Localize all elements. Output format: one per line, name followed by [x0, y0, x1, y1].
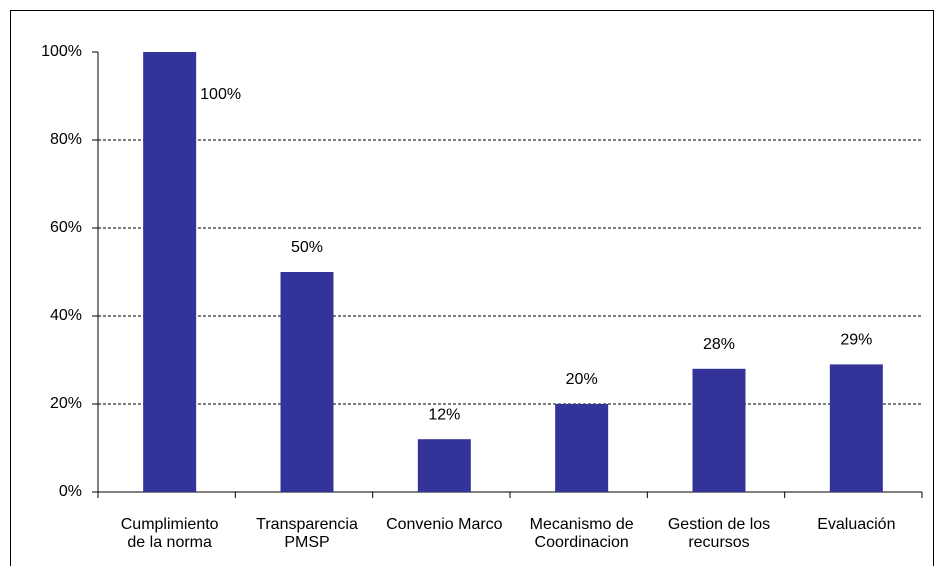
bar: [143, 52, 197, 492]
bar: [555, 404, 609, 492]
x-tick-label-line: Gestion de los: [668, 516, 770, 533]
bar: [692, 368, 746, 492]
x-tick-label: Evaluación: [817, 516, 895, 533]
x-tick-label: Cumplimiento de la norma: [121, 516, 219, 551]
value-label: 12%: [428, 406, 460, 423]
value-label: 50%: [291, 239, 323, 256]
bar: [417, 439, 471, 492]
x-tick-label-line: Evaluación: [817, 516, 895, 533]
chart-frame: [10, 10, 934, 566]
y-tick-label: 40%: [50, 307, 82, 324]
y-tick-label: 100%: [41, 43, 82, 60]
x-tick-label: Transparencia PMSP: [256, 516, 358, 551]
x-tick-label: Mecanismo de Coordinacion: [530, 516, 634, 551]
bar: [280, 272, 334, 492]
y-tick-label: 80%: [50, 131, 82, 148]
x-tick-label: Gestion de los recursos: [668, 516, 770, 551]
x-tick-label-line: recursos: [688, 534, 749, 551]
value-label: 100%: [200, 86, 241, 103]
x-tick-label-line: PMSP: [284, 534, 329, 551]
x-tick-label-line: Mecanismo de: [530, 516, 634, 533]
y-tick-label: 20%: [50, 395, 82, 412]
y-tick-label: 60%: [50, 219, 82, 236]
x-tick-label-line: Coordinacion: [535, 534, 629, 551]
value-label: 28%: [703, 336, 735, 353]
x-tick-label-line: de la norma: [127, 534, 212, 551]
y-tick-label: 0%: [59, 483, 82, 500]
value-label: 20%: [566, 371, 598, 388]
x-tick-label-line: Convenio Marco: [386, 516, 503, 533]
x-tick-label-line: Transparencia: [256, 516, 358, 533]
x-tick-label: Convenio Marco: [386, 516, 503, 533]
value-label: 29%: [840, 332, 872, 349]
x-tick-label-line: Cumplimiento: [121, 516, 219, 533]
bar: [829, 364, 883, 492]
